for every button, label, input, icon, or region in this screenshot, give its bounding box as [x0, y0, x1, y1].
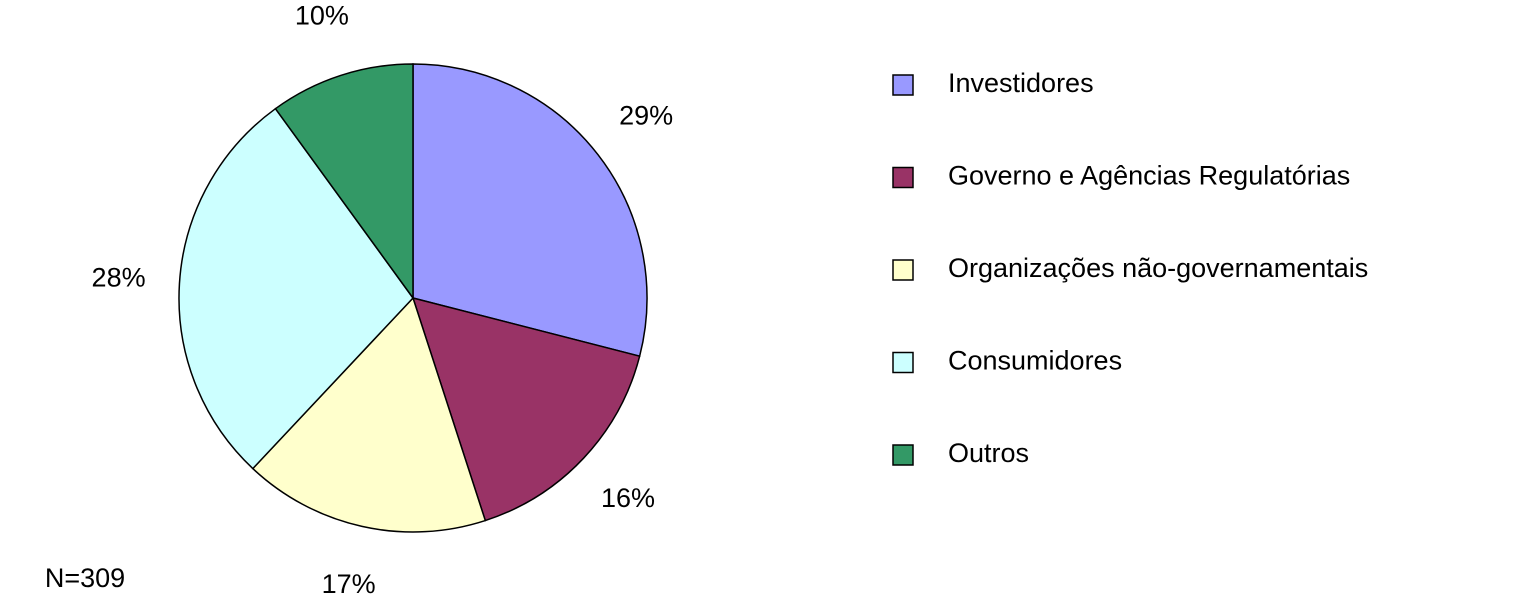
- legend-swatch: [892, 166, 914, 189]
- legend-swatch: [892, 444, 914, 466]
- pie-slice: [274, 63, 414, 301]
- legend-label: Investidores: [948, 68, 1094, 98]
- pie-slice: [178, 107, 414, 470]
- legend-label: Governo e Agências Regulatórias: [948, 161, 1350, 191]
- data-label: 10%: [295, 1, 349, 31]
- legend-label: Outros: [948, 438, 1029, 468]
- data-label: 28%: [92, 263, 146, 293]
- data-label: 17%: [322, 569, 376, 598]
- legend-label: Consumidores: [948, 346, 1122, 376]
- pie-slice: [412, 63, 648, 358]
- annotation: N=309: [45, 563, 125, 593]
- pie-slice: [411, 296, 641, 522]
- data-label: 29%: [619, 100, 673, 130]
- legend-swatch: [892, 351, 914, 374]
- pie-slice: [251, 296, 487, 533]
- data-label: 16%: [601, 483, 655, 513]
- legend-label: Organizações não-governamentais: [948, 253, 1368, 283]
- legend-swatch: [892, 74, 914, 96]
- legend-swatch: [892, 259, 914, 281]
